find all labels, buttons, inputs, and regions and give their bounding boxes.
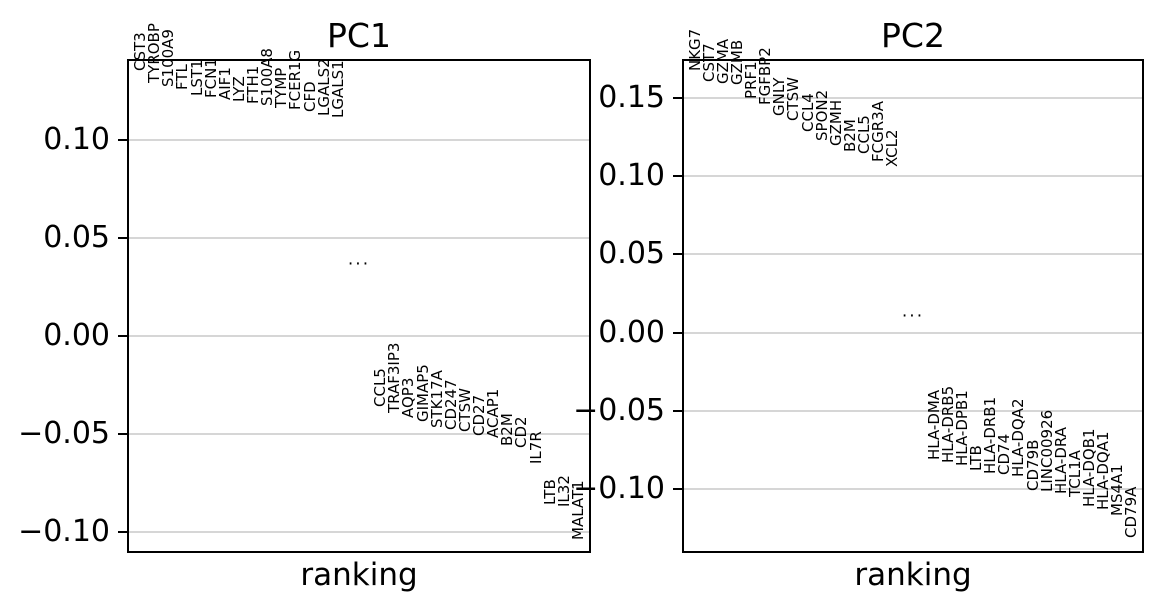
gridline-0.05 [128,236,590,239]
x-axis-label-pc1: ranking [300,557,418,593]
gridline-0.00 [683,331,1143,334]
y-tick-mark [673,96,683,99]
y-tick-label: −0.10 [18,514,110,550]
y-tick-mark [118,138,128,141]
y-tick-mark [673,174,683,177]
y-tick-mark [118,334,128,337]
y-tick-label: 0.05 [598,236,665,272]
axes-box-pc2 [682,59,1144,553]
y-tick-label: 0.05 [43,219,110,255]
y-tick-mark [118,433,128,436]
omitted-genes-ellipsis: ... [901,301,925,322]
y-tick-mark [118,236,128,239]
y-tick-label: 0.10 [598,157,665,193]
panel-title-pc1: PC1 [327,16,391,55]
gridline-0.10 [128,138,590,141]
gridline-−0.10 [128,531,590,534]
gene-label-lgals1: LGALS1 [328,60,347,118]
y-tick-label: −0.05 [573,392,665,428]
y-tick-mark [673,253,683,256]
omitted-genes-ellipsis: ... [347,249,371,270]
y-tick-label: 0.00 [43,317,110,353]
gridline-0.05 [683,253,1143,256]
y-tick-mark [118,531,128,534]
gridline-−0.10 [683,488,1143,491]
gridline-0.00 [128,334,590,337]
y-tick-label: −0.05 [18,416,110,452]
y-tick-mark [673,331,683,334]
y-tick-mark [673,409,683,412]
gene-label-xcl2: XCL2 [882,128,901,167]
panel-title-pc2: PC2 [881,16,945,55]
gridline-0.10 [683,174,1143,177]
y-tick-mark [673,488,683,491]
gridline-0.15 [683,96,1143,99]
y-tick-label: 0.10 [43,121,110,157]
x-axis-label-pc2: ranking [854,557,972,593]
y-tick-label: 0.15 [598,79,665,115]
gene-label-cd79a: CD79A [1122,486,1140,538]
y-tick-label: 0.00 [598,314,665,350]
gridline-−0.05 [128,433,590,436]
gridline-−0.05 [683,409,1143,412]
y-tick-label: −0.10 [573,471,665,507]
axes-box-pc1 [127,59,591,553]
gene-label-il7r: IL7R [526,430,545,464]
